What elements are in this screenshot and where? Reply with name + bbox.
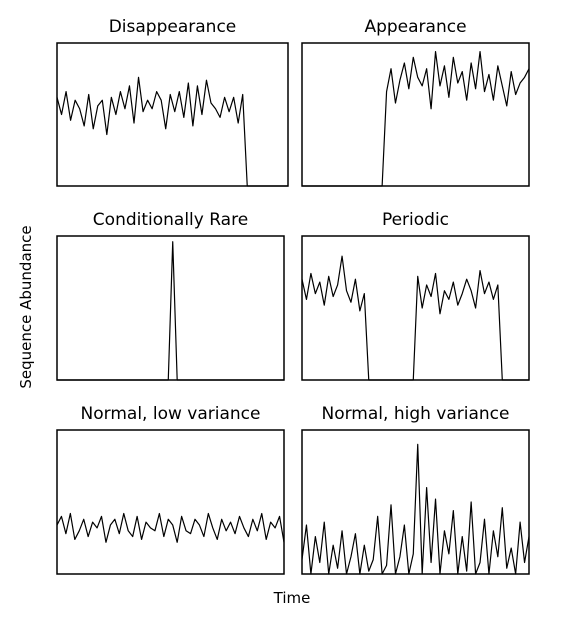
panel-title: Periodic <box>382 210 449 230</box>
panel-title: Normal, low variance <box>81 404 261 424</box>
panel-appearance: Appearance <box>301 17 530 187</box>
panel-frame <box>301 42 530 187</box>
panel-normal-high-variance: Normal, high variance <box>301 404 530 575</box>
series-line-conditionally-rare <box>57 241 284 381</box>
y-axis-label: Sequence Abundance <box>17 225 35 388</box>
panel-conditionally-rare: Conditionally Rare <box>56 210 285 381</box>
panel-title: Normal, high variance <box>322 404 510 424</box>
panel-frame <box>301 235 530 381</box>
panel-frame <box>56 429 285 575</box>
panel-periodic: Periodic <box>301 210 530 381</box>
panel-normal-low-variance: Normal, low variance <box>56 404 285 575</box>
x-axis-label: Time <box>273 589 311 607</box>
panel-title: Disappearance <box>109 17 237 37</box>
panel-title: Conditionally Rare <box>93 210 248 230</box>
series-line-periodic <box>301 255 529 381</box>
panel-disappearance: Disappearance <box>56 17 289 187</box>
series-line-normal-high-variance <box>301 443 530 575</box>
series-line-appearance <box>302 50 530 187</box>
panel-title: Appearance <box>364 17 466 37</box>
series-line-normal-low-variance <box>56 512 285 543</box>
series-line-disappearance <box>56 76 288 187</box>
